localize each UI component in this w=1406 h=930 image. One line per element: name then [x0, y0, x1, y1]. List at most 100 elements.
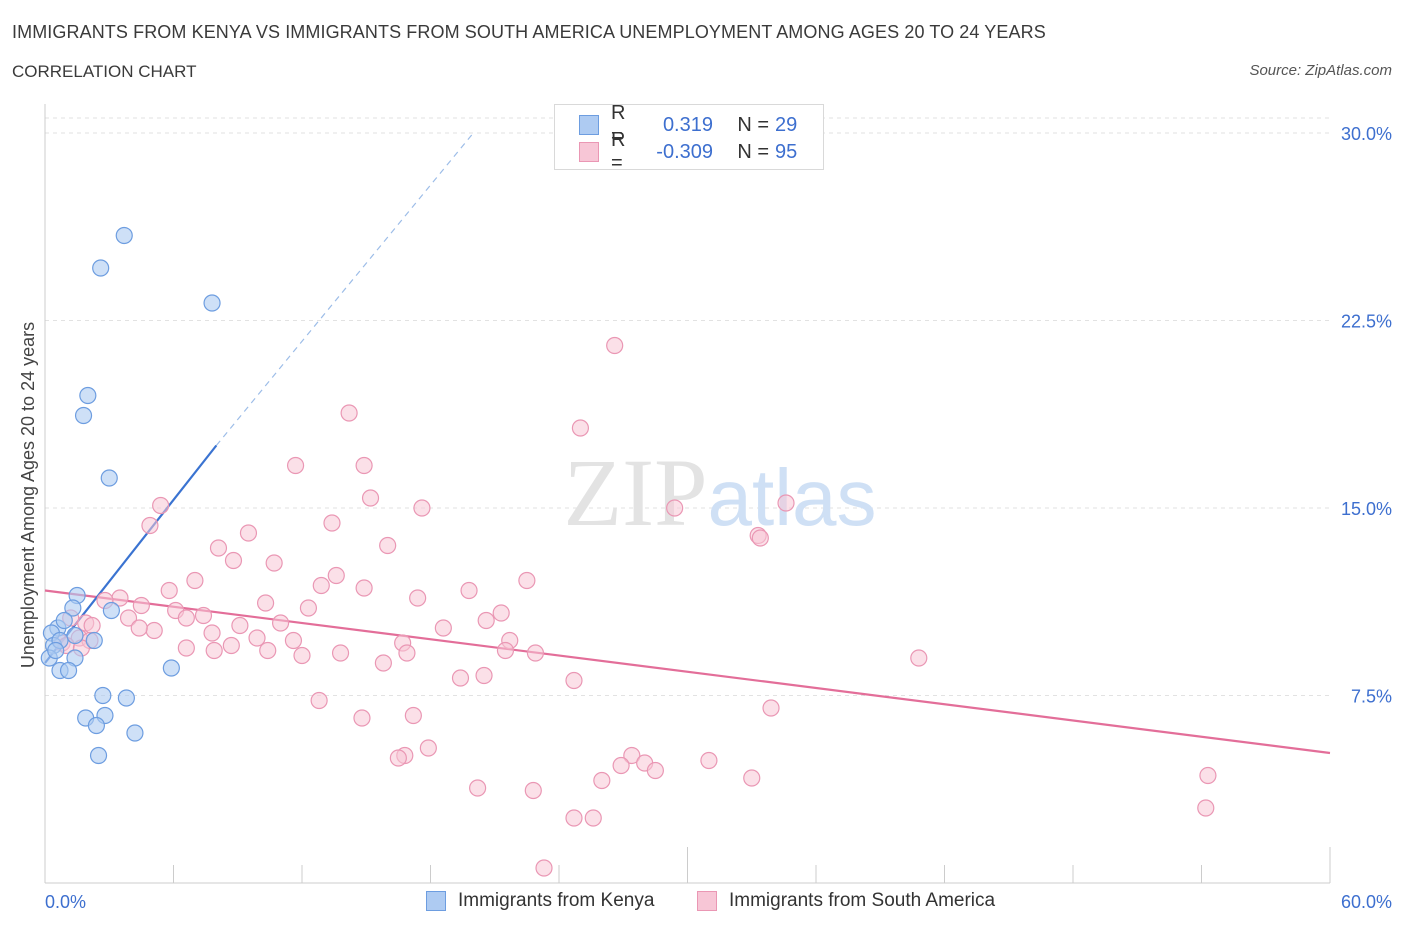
south-america-point [205, 641, 223, 660]
south-america-point [203, 624, 221, 642]
chart-subtitle: CORRELATION CHART [12, 62, 197, 81]
gridlines [45, 117, 1330, 696]
kenya-point [79, 386, 97, 405]
south-america-point [130, 619, 148, 637]
south-america-point [469, 779, 487, 797]
south-america-point [526, 644, 545, 662]
south-america-point [584, 809, 602, 827]
south-america-point [762, 699, 780, 717]
kenya-trend-line [44, 444, 218, 664]
south-america-point [310, 691, 328, 710]
south-america-point [666, 499, 684, 517]
south-america-point [606, 336, 624, 355]
legend-item-south-america[interactable]: Immigrants from South America [697, 890, 995, 912]
chart-title: IMMIGRANTS FROM KENYA VS IMMIGRANTS FROM… [12, 22, 1046, 42]
south-america-point [284, 631, 303, 650]
kenya-point [74, 406, 93, 425]
y-tick-label: 22.5% [1341, 312, 1392, 332]
kenya-trend-extension [215, 132, 474, 446]
south-america-point [224, 551, 243, 570]
south-america-point [404, 706, 422, 725]
south-america-point [256, 594, 275, 612]
kenya-point [162, 659, 180, 677]
axes [44, 104, 1331, 884]
south-america-point [222, 636, 240, 655]
kenya-point [117, 689, 135, 707]
south-america-point [496, 641, 515, 660]
south-america-n-value: 95 [775, 140, 798, 163]
kenya-point [89, 746, 108, 765]
south-america-trend-line [44, 589, 1331, 755]
south-america-point [524, 781, 542, 800]
south-america-point [152, 496, 170, 515]
kenya-swatch [579, 115, 599, 135]
watermark: ZIPatlas [564, 439, 877, 546]
south-america-point [259, 641, 277, 660]
kenya-point [55, 611, 73, 630]
south-america-point [119, 609, 138, 627]
south-america-point [299, 599, 318, 617]
south-america-swatch [579, 142, 599, 162]
south-america-r-label: R = [611, 129, 626, 174]
south-america-point [419, 739, 437, 757]
south-america-point [434, 619, 452, 637]
y-tick-label: 7.5% [1351, 687, 1392, 707]
legend-row-kenya: R = 0.319 N = 29 [555, 102, 815, 147]
south-america-n-label: N = [737, 140, 769, 163]
kenya-point [100, 469, 118, 487]
south-america-point [327, 566, 345, 585]
south-america-point [409, 589, 427, 607]
south-america-point [293, 646, 311, 665]
south-america-point [323, 514, 341, 532]
source-credit: Source: ZipAtlas.com [1249, 62, 1392, 79]
south-america-point [475, 666, 493, 685]
south-america-point [186, 571, 204, 590]
south-america-point [83, 616, 101, 635]
south-america-point [565, 809, 583, 827]
series-legend: Immigrants from Kenya Immigrants from So… [0, 890, 1406, 916]
south-america-point [160, 581, 178, 600]
kenya-n-value: 29 [775, 113, 798, 136]
south-america-point [286, 456, 305, 475]
south-america-point [209, 539, 228, 557]
kenya-point [102, 601, 120, 620]
south-america-point [145, 621, 163, 640]
kenya-point [47, 641, 65, 660]
south-america-point [353, 709, 371, 727]
south-america-legend-swatch [697, 891, 717, 911]
south-america-point [231, 616, 249, 635]
y-tick-label: 15.0% [1341, 499, 1392, 519]
south-america-point [413, 499, 431, 517]
kenya-legend-label: Immigrants from Kenya [458, 890, 655, 911]
south-america-point [389, 749, 407, 767]
south-america-point [398, 644, 416, 662]
south-america-point [623, 746, 641, 765]
south-america-point [374, 654, 392, 672]
kenya-point [85, 631, 103, 650]
south-america-point [612, 756, 630, 775]
kenya-r-label: R = [611, 102, 626, 147]
south-america-point [700, 751, 718, 770]
south-america-point [361, 489, 380, 507]
correlation-legend: R = 0.319 N = 29 R = -0.309 N = 95 [554, 102, 824, 174]
south-america-point [265, 554, 283, 572]
kenya-r-value: 0.319 [662, 113, 713, 136]
south-america-point [331, 644, 350, 662]
south-america-point [777, 494, 795, 512]
south-america-point [1199, 766, 1217, 785]
south-america-point [355, 456, 373, 475]
south-america-point [194, 606, 213, 625]
y-axis-label: Unemployment Among Ages 20 to 24 years [18, 322, 38, 668]
south-america-point [177, 609, 195, 627]
x-tick-label: 0.0% [45, 892, 86, 912]
south-america-point [646, 761, 664, 780]
south-america-point [141, 516, 159, 535]
legend-item-kenya[interactable]: Immigrants from Kenya [426, 890, 654, 912]
south-america-point [477, 611, 495, 630]
south-america-point [571, 419, 590, 437]
south-america-point [535, 859, 553, 877]
south-america-point [565, 671, 583, 690]
kenya-point [59, 661, 78, 680]
south-america-point [743, 769, 761, 787]
kenya-points [40, 226, 221, 765]
